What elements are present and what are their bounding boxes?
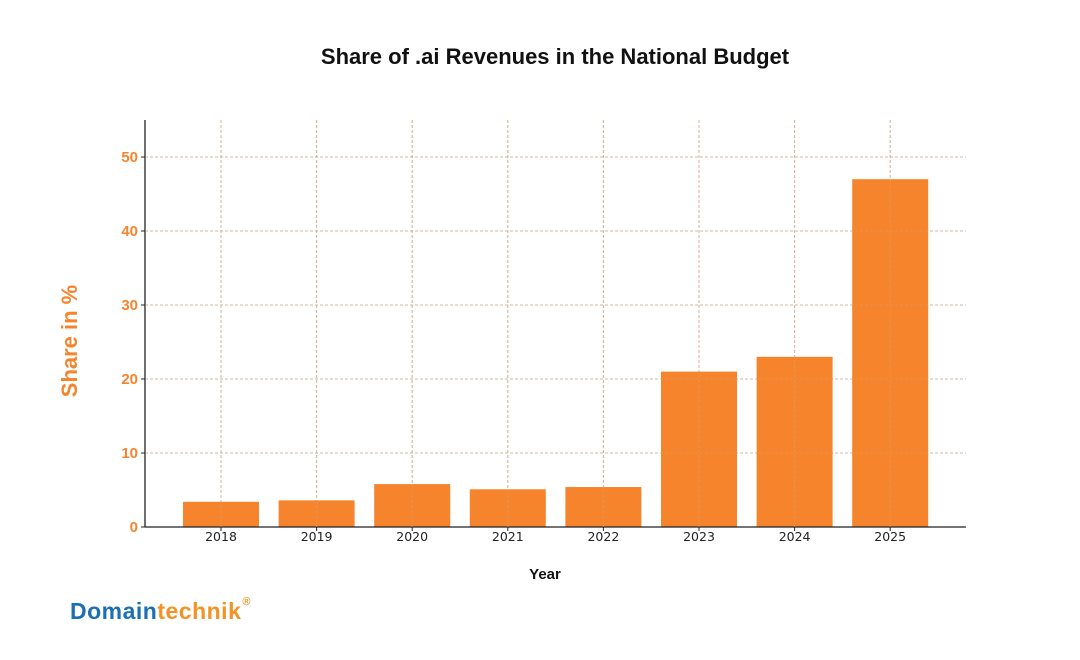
y-tick-label: 50 — [121, 149, 138, 166]
x-tick-label: 2019 — [301, 529, 333, 544]
bar-2019 — [278, 500, 355, 527]
y-tick-label: 30 — [121, 297, 138, 314]
y-tick-label: 10 — [121, 445, 138, 462]
y-tick-label: 20 — [121, 371, 138, 388]
x-tick-label: 2023 — [683, 529, 715, 544]
x-tick-label: 2022 — [587, 529, 619, 544]
logo-text-technik: technik — [157, 598, 242, 624]
x-tick-label: 2018 — [205, 529, 237, 544]
axes — [144, 120, 966, 528]
y-axis-label: Share in % — [57, 285, 82, 397]
x-axis-label: Year — [529, 566, 561, 583]
x-tick-label: 2025 — [874, 529, 906, 544]
y-tick-label: 40 — [121, 223, 138, 240]
logo-text-domain: Domain — [70, 598, 158, 624]
ticks: 0 10 20 30 40 50 2018 2019 2020 2021 2022 2023 2024 2… — [121, 149, 906, 544]
x-tick-label: 2021 — [492, 529, 524, 544]
registered-mark: ® — [242, 596, 251, 608]
x-tick-label: 2020 — [396, 529, 428, 544]
y-tick-label: 0 — [130, 519, 138, 536]
domaintechnik-logo: Domaintechnik® — [70, 596, 251, 625]
x-tick-label: 2024 — [779, 529, 811, 544]
chart-title: Share of .ai Revenues in the National Bu… — [320, 44, 790, 69]
grid — [145, 120, 966, 527]
bar-2023 — [661, 371, 737, 527]
